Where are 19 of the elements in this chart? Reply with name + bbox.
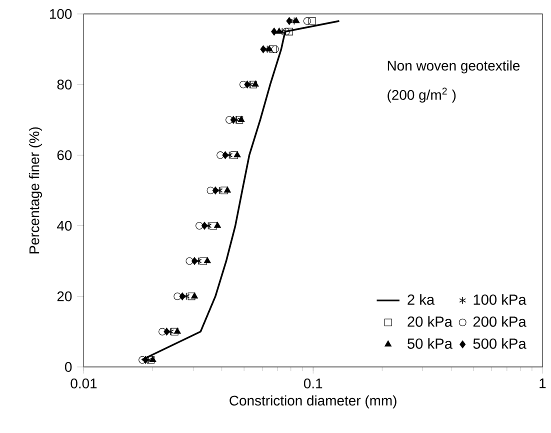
x-axis-title: Constriction diameter (mm)	[230, 395, 396, 408]
y-axis-title: Percentage finer (%)	[28, 127, 42, 254]
legend-label: 50 kPa	[408, 338, 452, 349]
legend-label: 20 kPa	[408, 316, 452, 327]
x-tick-label: 0.1	[304, 378, 322, 389]
y-tick-label: 20	[57, 292, 72, 302]
legend-label: 200 kPa	[473, 316, 526, 327]
x-tick-label: 1	[540, 378, 546, 388]
legend-label: 2 ka	[408, 294, 435, 305]
x-tick-label: 0.01	[70, 378, 97, 389]
annotation: (200 g/m$^{2}$ )	[388, 88, 456, 103]
y-tick-label: 100	[50, 9, 72, 20]
y-tick-label: 0	[65, 362, 72, 372]
y-tick-label: 60	[57, 150, 72, 160]
annotation: Non woven geotextile	[388, 60, 520, 74]
y-tick-label: 80	[57, 80, 72, 90]
legend-label: 100 kPa	[474, 294, 526, 305]
y-tick-label: 40	[57, 220, 72, 231]
legend-label: 500 kPa	[473, 338, 526, 349]
